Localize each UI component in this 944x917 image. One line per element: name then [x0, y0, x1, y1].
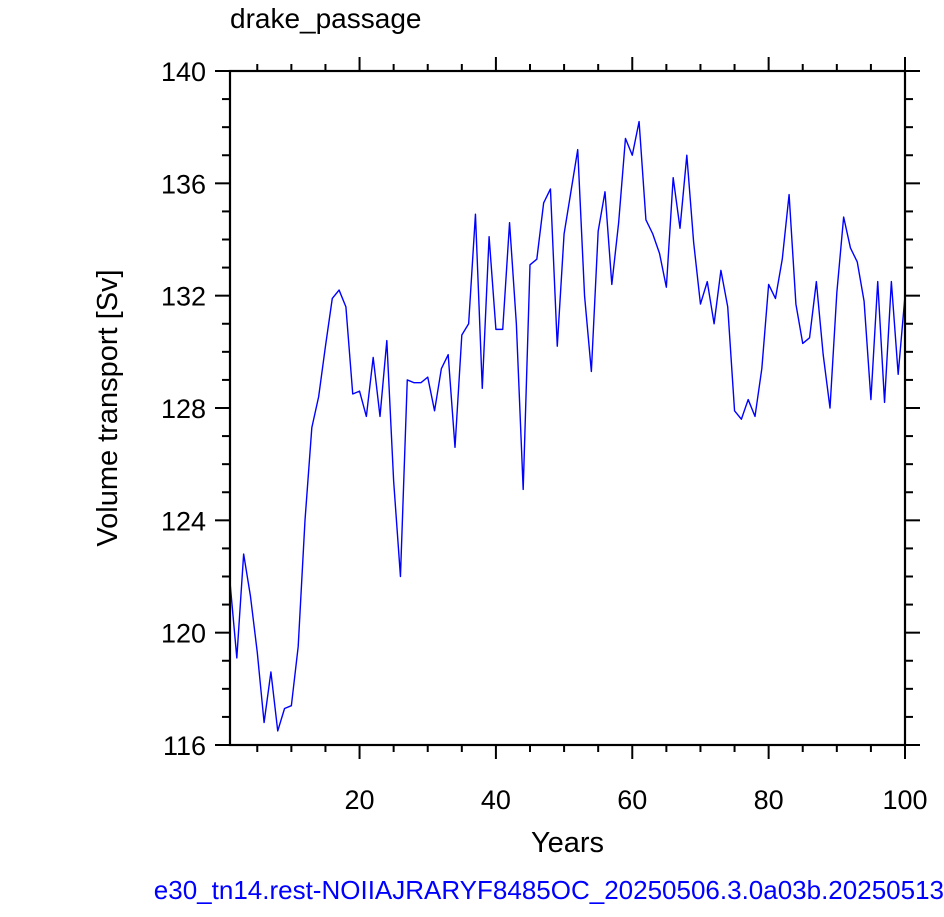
y-axis-label: Volume transport [Sv]	[92, 269, 124, 546]
y-tick-label: 120	[161, 619, 206, 649]
x-tick-label: 100	[882, 785, 927, 815]
y-tick-label: 124	[161, 506, 206, 536]
y-tick-label: 140	[161, 57, 206, 87]
plot-frame	[228, 69, 907, 747]
x-tick-label: 80	[754, 785, 784, 815]
y-tick-label: 116	[163, 731, 206, 761]
footer-caption: e30_tn14.rest-NOIIAJRARYF8485OC_20250506…	[154, 875, 944, 905]
y-tick-label: 132	[161, 282, 206, 312]
chart-title: drake_passage	[230, 3, 421, 34]
x-tick-label: 60	[617, 785, 647, 815]
series-line	[229, 120, 906, 732]
x-axis-label: Years	[531, 827, 604, 859]
x-tick-label: 40	[481, 785, 511, 815]
x-tick-label: 20	[345, 785, 375, 815]
y-tick-label: 136	[161, 169, 206, 199]
tick-labels: 20 40 60 80 100 116 120 124 128 132 136 140	[161, 57, 928, 815]
tick-marks	[215, 57, 920, 759]
y-tick-label: 128	[161, 394, 206, 424]
